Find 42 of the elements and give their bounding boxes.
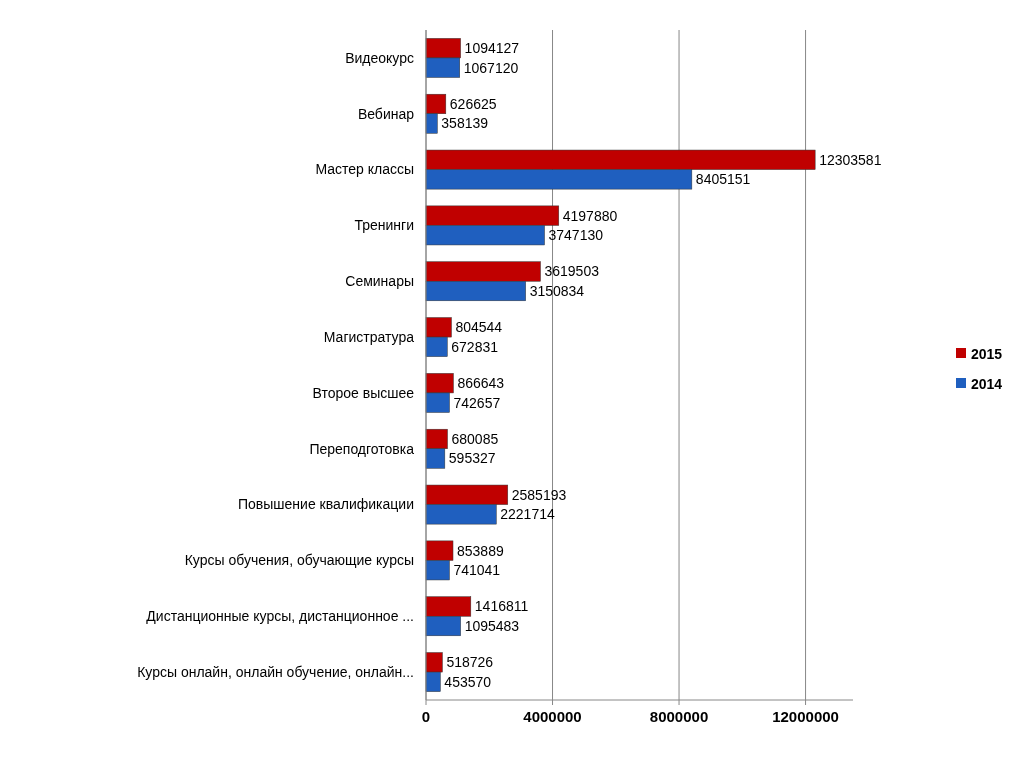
data-label: 518726 [446, 654, 494, 671]
data-label: 1095483 [464, 617, 520, 634]
y-tick-label: Курсы онлайн, онлайн обучение, онлайн... [137, 663, 414, 680]
x-tick-label: 8000000 [649, 708, 709, 725]
x-tick-label: 4000000 [523, 708, 582, 725]
data-label: 3150834 [529, 282, 585, 299]
data-label: 3619503 [544, 263, 600, 280]
data-label: 453570 [444, 673, 492, 690]
data-label: 1094127 [464, 40, 520, 57]
data-label: 853889 [457, 542, 504, 559]
data-label: 866643 [457, 375, 505, 392]
data-label: 680085 [451, 430, 499, 447]
data-label: 3747130 [548, 227, 604, 244]
data-label: 741041 [453, 562, 501, 579]
data-label: 2585193 [511, 486, 567, 503]
y-tick-label: Мастер классы [315, 161, 414, 178]
y-tick-label: Магистратура [323, 328, 415, 345]
legend-label: 2014 [971, 375, 1003, 392]
data-label: 626625 [449, 95, 497, 112]
y-tick-label: Дистанционные курсы, дистанционное ... [146, 608, 414, 625]
y-tick-label: Второе высшее [312, 384, 415, 401]
legend-label: 2015 [971, 345, 1003, 362]
y-tick-label: Семинары [345, 273, 414, 290]
x-tick-label: 12000000 [772, 708, 839, 725]
data-label: 804544 [455, 319, 503, 336]
y-tick-label: Переподготовка [309, 440, 415, 457]
data-label: 2221714 [500, 506, 555, 523]
data-label: 8405151 [695, 171, 751, 188]
data-label: 742657 [453, 394, 501, 411]
data-label: 4197880 [562, 207, 618, 224]
data-label: 358139 [441, 115, 489, 132]
y-tick-label: Тренинги [354, 217, 414, 234]
y-tick-label: Курсы обучения, обучающие курсы [184, 552, 414, 569]
y-tick-label: Повышение квалификации [238, 496, 414, 513]
data-label: 1067120 [463, 59, 519, 76]
y-tick-label: Видеокурс [345, 49, 414, 66]
data-label: 595327 [448, 450, 496, 467]
data-label: 1416811 [474, 598, 529, 615]
y-tick-label: Вебинар [357, 105, 415, 122]
data-label: 672831 [451, 338, 499, 355]
x-tick-label: 0 [421, 708, 431, 725]
data-label: 12303581 [819, 151, 882, 168]
